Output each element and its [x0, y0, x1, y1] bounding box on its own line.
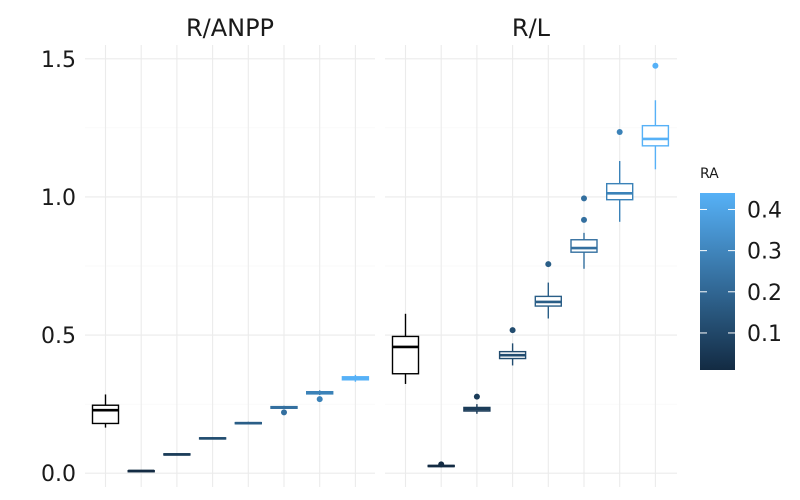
- outlier-point: [438, 461, 445, 468]
- y-tick-label: 1.0: [41, 186, 76, 211]
- boxplot-3: [463, 393, 491, 414]
- y-tick-label: 1.5: [41, 48, 76, 73]
- boxplot-6: [570, 195, 598, 269]
- boxplot-7: [606, 129, 634, 222]
- colorbar-tick-label: 0.4: [747, 198, 782, 223]
- outlier-point: [581, 195, 587, 202]
- facet-label: R/L: [512, 14, 551, 42]
- boxplot-4: [498, 327, 527, 366]
- box: [641, 124, 670, 147]
- box: [570, 239, 598, 253]
- facet-panel-2: R/L: [385, 14, 677, 487]
- boxplot-1: [91, 394, 120, 428]
- boxplot-8: [641, 62, 670, 170]
- boxplot-3: [163, 453, 191, 456]
- box: [91, 404, 120, 425]
- boxplot-6: [270, 405, 298, 416]
- colorbar-tick-label: 0.3: [747, 240, 782, 265]
- legend: RA 0.1 0.2 0.3 0.4: [700, 166, 782, 370]
- outlier-point: [316, 396, 323, 403]
- outlier-point: [616, 129, 623, 136]
- legend-title: RA: [700, 166, 719, 182]
- outlier-point: [545, 261, 552, 268]
- facets: R/ANPP R/L: [85, 14, 677, 487]
- colorbar-tick-label: 0.1: [747, 322, 782, 347]
- boxplot-4: [198, 437, 227, 440]
- outlier-point: [581, 216, 587, 223]
- colorbar-tick-label: 0.2: [747, 281, 782, 306]
- boxplot-5: [234, 421, 263, 425]
- y-axis: 0.0 0.5 1.0 1.5: [41, 48, 76, 487]
- boxplot-1: [391, 313, 420, 384]
- boxplot-8: [341, 374, 370, 382]
- y-tick-label: 0.0: [41, 462, 76, 487]
- outlier-point: [652, 62, 659, 69]
- colorbar: [700, 193, 735, 370]
- outlier-point: [281, 409, 287, 416]
- outlier-point: [473, 393, 480, 400]
- facet-label: R/ANPP: [186, 14, 274, 42]
- facet-panel-1: R/ANPP: [85, 14, 375, 487]
- boxplot-2: [127, 469, 155, 473]
- box: [606, 182, 634, 201]
- boxplot-5: [534, 261, 562, 319]
- box: [391, 335, 420, 375]
- outlier-point: [509, 327, 516, 334]
- y-tick-label: 0.5: [41, 324, 76, 349]
- boxplot-2: [427, 461, 455, 468]
- boxplot-7: [306, 390, 334, 403]
